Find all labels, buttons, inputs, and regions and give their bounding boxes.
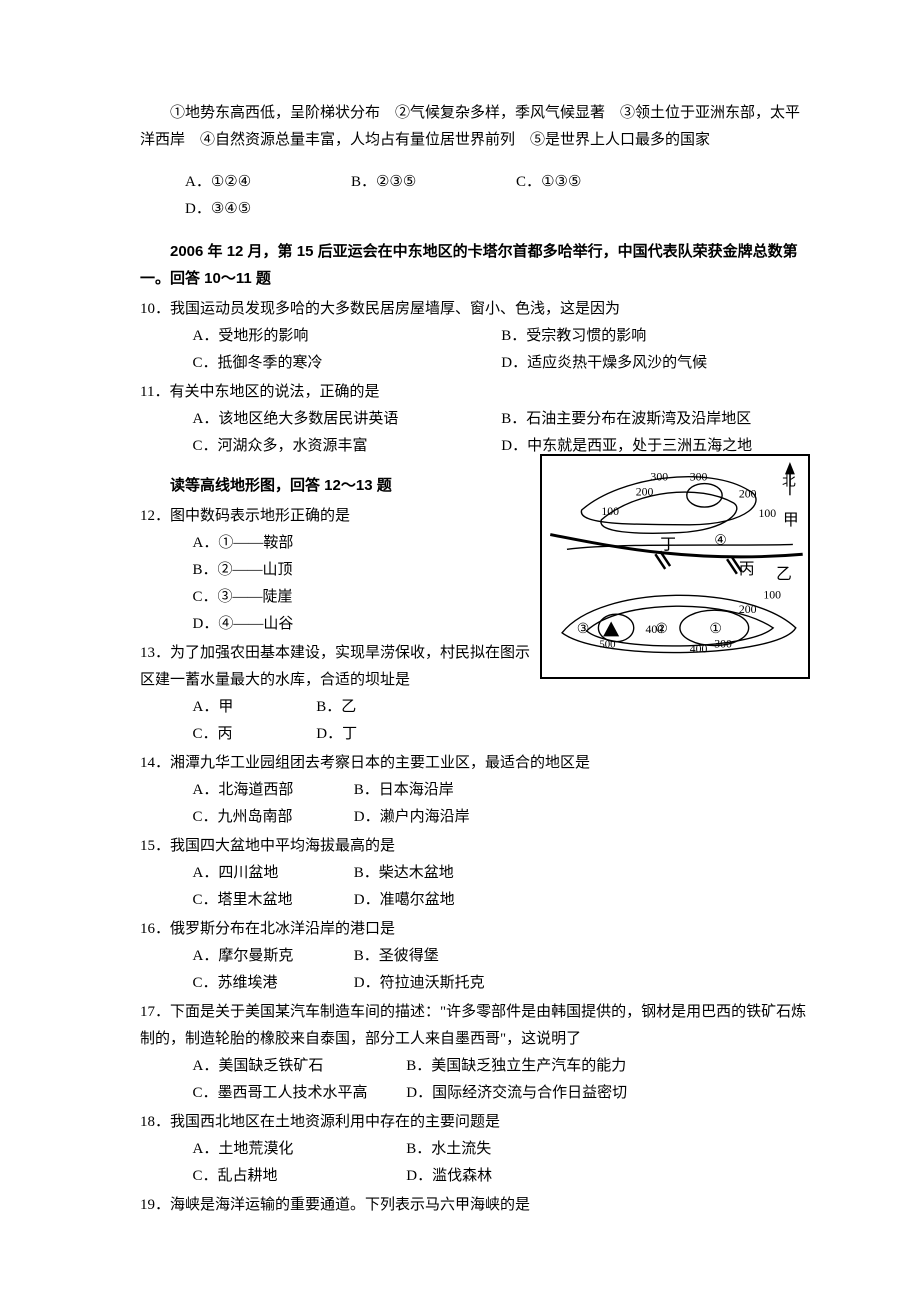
- q12-opts: A．①——鞍部 B．②——山顶 C．③——陡崖 D．④——山谷: [193, 530, 583, 638]
- opt-a-text: ①②④: [211, 169, 251, 196]
- svg-text:500: 500: [599, 639, 615, 651]
- q12-c: C．③——陡崖: [193, 584, 583, 611]
- q15-stem: 15．我国四大盆地中平均海拔最高的是: [140, 833, 810, 860]
- q18-d: D．滥伐森林: [406, 1163, 564, 1190]
- svg-text:②: ②: [655, 621, 667, 636]
- opt-b: B．②③⑤: [351, 169, 464, 196]
- q10-d: D．适应炎热干燥多风沙的气候: [501, 350, 707, 377]
- opt-a: A．①②④: [185, 169, 299, 196]
- q13-b: B．乙: [316, 694, 436, 721]
- q16-opts: A．摩尔曼斯克 B．圣彼得堡 C．苏维埃港 D．符拉迪沃斯托克: [193, 943, 811, 997]
- q14-b: B．日本海沿岸: [354, 777, 512, 804]
- q12-d: D．④——山谷: [193, 611, 583, 638]
- q17-a: A．美国缺乏铁矿石: [193, 1053, 403, 1080]
- q18-opts: A．土地荒漠化 B．水土流失 C．乱占耕地 D．滥伐森林: [193, 1136, 811, 1190]
- q16-a: A．摩尔曼斯克: [193, 943, 351, 970]
- svg-text:100: 100: [763, 588, 781, 601]
- q13-stem: 13．为了加强农田基本建设，实现旱涝保收，村民拟在图示区建一蓄水量最大的水库，合…: [140, 640, 530, 694]
- q13-a: A．甲: [193, 694, 313, 721]
- q13-c: C．丙: [193, 721, 313, 748]
- svg-text:100: 100: [758, 507, 776, 520]
- q14-d: D．濑户内海沿岸: [354, 804, 512, 831]
- q16-d: D．符拉迪沃斯托克: [354, 970, 512, 997]
- q10-opts: A．受地形的影响 B．受宗教习惯的影响 C．抵御冬季的寒冷 D．适应炎热干燥多风…: [193, 323, 811, 377]
- opt-c-text: ①③⑤: [541, 169, 581, 196]
- q11-b: B．石油主要分布在波斯湾及沿岸地区: [501, 406, 751, 433]
- q15-c: C．塔里木盆地: [193, 887, 351, 914]
- q12-a: A．①——鞍部: [193, 530, 583, 557]
- contour-map: 北300300200200100100100200300400500400甲乙丙…: [540, 454, 810, 679]
- q10-a: A．受地形的影响: [193, 323, 351, 350]
- svg-text:④: ④: [714, 532, 726, 547]
- q17-c: C．墨西哥工人技术水平高: [193, 1080, 403, 1107]
- q11-c: C．河湖众多，水资源丰富: [193, 433, 368, 460]
- svg-text:乙: 乙: [776, 566, 792, 583]
- svg-text:200: 200: [739, 487, 757, 500]
- q16-c: C．苏维埃港: [193, 970, 351, 997]
- opt-b-text: ②③⑤: [376, 169, 416, 196]
- q15-opts: A．四川盆地 B．柴达木盆地 C．塔里木盆地 D．准噶尔盆地: [193, 860, 811, 914]
- intro-options: A．①②④ B．②③⑤ C．①③⑤ D．③④⑤: [185, 169, 810, 223]
- intro-statements: ①地势东高西低，呈阶梯状分布 ②气候复杂多样，季风气候显著 ③领土位于亚洲东部，…: [140, 100, 810, 154]
- svg-text:200: 200: [636, 485, 654, 498]
- q13-opts: A．甲 B．乙 C．丙 D．丁: [193, 694, 583, 748]
- q18-b: B．水土流失: [406, 1136, 564, 1163]
- q11-stem: 11．有关中东地区的说法，正确的是: [140, 379, 810, 406]
- svg-text:丁: 丁: [660, 536, 676, 553]
- opt-d: D．③④⑤: [185, 196, 299, 223]
- q18-stem: 18．我国西北地区在土地资源利用中存在的主要问题是: [140, 1109, 810, 1136]
- q14-stem: 14．湘潭九华工业园组团去考察日本的主要工业区，最适合的地区是: [140, 750, 810, 777]
- svg-text:200: 200: [739, 603, 757, 616]
- q13-d: D．丁: [316, 721, 436, 748]
- svg-text:丙: 丙: [739, 561, 755, 578]
- svg-text:100: 100: [601, 505, 619, 518]
- svg-text:300: 300: [650, 471, 668, 484]
- q16-stem: 16．俄罗斯分布在北冰洋沿岸的港口是: [140, 916, 810, 943]
- q12-b: B．②——山顶: [193, 557, 583, 584]
- svg-text:甲: 甲: [783, 512, 799, 529]
- q14-a: A．北海道西部: [193, 777, 351, 804]
- q18-a: A．土地荒漠化: [193, 1136, 403, 1163]
- svg-text:③: ③: [577, 621, 589, 636]
- q12-stem: 12．图中数码表示地形正确的是: [140, 503, 530, 530]
- svg-text:①: ①: [709, 621, 721, 636]
- opt-d-text: ③④⑤: [211, 196, 251, 223]
- q15-d: D．准噶尔盆地: [354, 887, 512, 914]
- opt-c: C．①③⑤: [516, 169, 629, 196]
- q16-b: B．圣彼得堡: [354, 943, 512, 970]
- q17-b: B．美国缺乏独立生产汽车的能力: [406, 1053, 626, 1080]
- q10-c: C．抵御冬季的寒冷: [193, 350, 351, 377]
- context-10-11: 2006 年 12 月，第 15 后亚运会在中东地区的卡塔尔首都多哈举行，中国代…: [140, 238, 810, 292]
- q11-opts: A．该地区绝大多数居民讲英语 B．石油主要分布在波斯湾及沿岸地区 C．河湖众多，…: [193, 406, 811, 460]
- q15-a: A．四川盆地: [193, 860, 351, 887]
- svg-text:300: 300: [690, 471, 708, 484]
- context-12-13: 读等高线地形图，回答 12～13 题: [140, 472, 530, 499]
- svg-text:北: 北: [782, 473, 796, 488]
- q14-opts: A．北海道西部 B．日本海沿岸 C．九州岛南部 D．濑户内海沿岸: [193, 777, 811, 831]
- q10-b: B．受宗教习惯的影响: [501, 323, 659, 350]
- q14-c: C．九州岛南部: [193, 804, 351, 831]
- q17-stem: 17．下面是关于美国某汽车制造车间的描述："许多零部件是由韩国提供的，钢材是用巴…: [140, 999, 810, 1053]
- svg-text:300: 300: [714, 638, 732, 651]
- q19-stem: 19．海峡是海洋运输的重要通道。下列表示马六甲海峡的是: [140, 1192, 810, 1219]
- q10-stem: 10．我国运动员发现多哈的大多数民居房屋墙厚、窗小、色浅，这是因为: [140, 296, 810, 323]
- q17-opts: A．美国缺乏铁矿石 B．美国缺乏独立生产汽车的能力 C．墨西哥工人技术水平高 D…: [193, 1053, 811, 1107]
- q18-c: C．乱占耕地: [193, 1163, 403, 1190]
- q17-d: D．国际经济交流与合作日益密切: [406, 1080, 627, 1107]
- q15-b: B．柴达木盆地: [354, 860, 512, 887]
- q11-a: A．该地区绝大多数居民讲英语: [193, 406, 399, 433]
- svg-text:400: 400: [690, 642, 708, 655]
